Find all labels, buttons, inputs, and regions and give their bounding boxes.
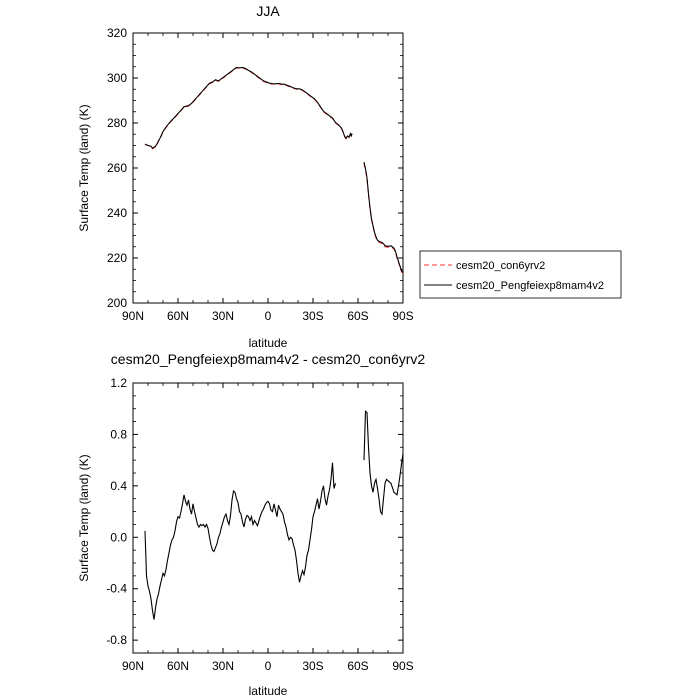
bottom-x-tick-label: 90N xyxy=(122,659,144,673)
legend-label-con6yrv2: cesm20_con6yrv2 xyxy=(456,260,545,272)
bottom-x-tick-label: 0 xyxy=(265,659,272,673)
bottom-x-tick-label: 90S xyxy=(392,659,413,673)
bottom-x-tick-label: 60S xyxy=(347,659,368,673)
top-y-axis-label: Surface Temp (land) (K) xyxy=(77,104,91,231)
top-y-tick-label: 320 xyxy=(107,26,127,40)
legend-label-pengfei: cesm20_Pengfeiexp8mam4v2 xyxy=(456,280,604,292)
top-y-tick-label: 240 xyxy=(107,206,127,220)
top-chart-title: JJA xyxy=(256,3,280,19)
legend: cesm20_con6yrv2 cesm20_Pengfeiexp8mam4v2 xyxy=(419,250,622,299)
top-y-tick-label: 200 xyxy=(107,296,127,310)
bottom-axis-ticks xyxy=(132,382,404,654)
top-series-2-line-segment-1 xyxy=(144,66,353,149)
top-y-tick-label: 280 xyxy=(107,116,127,130)
bottom-y-tick-label: 0.0 xyxy=(110,530,127,544)
top-x-tick-label: 90N xyxy=(122,309,144,323)
top-x-tick-label: 90S xyxy=(392,309,413,323)
top-x-axis-label: latitude xyxy=(249,336,288,350)
bottom-x-tick-labels: 90N 60N 30N 0 30S 60S 90S xyxy=(122,659,414,673)
top-plot-frame xyxy=(132,32,404,304)
top-x-tick-labels: 90N 60N 30N 0 30S 60S 90S xyxy=(122,309,414,323)
top-x-tick-label: 0 xyxy=(265,309,272,323)
bottom-x-axis-label: latitude xyxy=(249,684,288,698)
top-series-lines xyxy=(144,66,404,275)
top-panel: JJA 200 220 240 260 280 300 320 90N 60N 30N 0 30S 6… xyxy=(77,3,414,350)
bottom-y-tick-label: 1.2 xyxy=(110,376,127,390)
bottom-y-tick-label: -0.4 xyxy=(106,582,127,596)
top-x-tick-label: 60N xyxy=(167,309,189,323)
bottom-y-tick-labels: -0.8 -0.4 0.0 0.4 0.8 1.2 xyxy=(106,376,127,647)
bottom-y-tick-label: 0.8 xyxy=(110,427,127,441)
top-y-tick-label: 260 xyxy=(107,161,127,175)
bottom-chart-title: cesm20_Pengfeiexp8mam4v2 - cesm20_con6yr… xyxy=(111,351,426,367)
top-axis-ticks xyxy=(132,32,404,304)
legend-box xyxy=(419,250,622,299)
top-series-2-line-segment-2 xyxy=(363,162,404,274)
bottom-series-1-line-segment-1 xyxy=(144,462,337,620)
top-x-tick-label: 60S xyxy=(347,309,368,323)
bottom-panel: cesm20_Pengfeiexp8mam4v2 - cesm20_con6yr… xyxy=(77,351,425,698)
top-y-tick-label: 300 xyxy=(107,71,127,85)
bottom-plot-frame xyxy=(132,382,404,654)
bottom-series-1-line-segment-2 xyxy=(363,410,404,516)
bottom-y-tick-label: 0.4 xyxy=(110,479,127,493)
bottom-x-tick-label: 60N xyxy=(167,659,189,673)
bottom-series-lines xyxy=(144,410,404,620)
top-x-tick-label: 30S xyxy=(302,309,323,323)
bottom-x-tick-label: 30S xyxy=(302,659,323,673)
bottom-y-tick-label: -0.8 xyxy=(106,633,127,647)
top-y-tick-label: 220 xyxy=(107,251,127,265)
bottom-y-axis-label: Surface Temp (land) (K) xyxy=(77,454,91,581)
bottom-x-tick-label: 30N xyxy=(212,659,234,673)
top-x-tick-label: 30N xyxy=(212,309,234,323)
top-y-tick-labels: 200 220 240 260 280 300 320 xyxy=(107,26,127,310)
